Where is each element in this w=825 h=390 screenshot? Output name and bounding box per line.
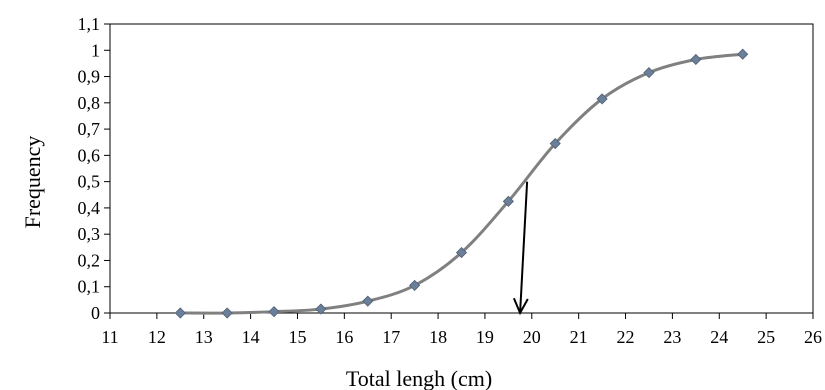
- y-tick-label: 0,3: [78, 224, 101, 244]
- data-point: [174, 307, 186, 319]
- x-tick-label: 21: [570, 327, 588, 347]
- x-tick-label: 15: [288, 327, 306, 347]
- x-tick-label: 24: [710, 327, 728, 347]
- data-point: [549, 137, 561, 150]
- plot-area: [109, 23, 814, 314]
- data-point: [690, 53, 702, 66]
- y-axis-title: Frequency: [20, 136, 45, 229]
- x-tick-label: 25: [757, 327, 775, 347]
- x-axis-title: Total lengh (cm): [346, 366, 492, 390]
- data-point: [502, 195, 514, 207]
- data-point: [455, 247, 468, 259]
- y-tick-label: 0,4: [78, 198, 101, 218]
- y-tick-label: 0,1: [78, 277, 101, 297]
- y-tick-label: 0,6: [78, 145, 101, 165]
- x-tick-label: 22: [617, 327, 635, 347]
- plot-border: [109, 23, 814, 314]
- arrow-shaft: [519, 181, 529, 314]
- data-point: [221, 307, 233, 319]
- x-tick-label: 16: [335, 327, 353, 347]
- y-axis: 0 0,1 0,2 0,3 0,4 0,5 0,6 0,7 0,8 0,9 1 1,1: [78, 14, 110, 323]
- y-tick-label: 0,9: [78, 67, 101, 87]
- x-tick-label: 20: [523, 327, 541, 347]
- data-point: [362, 295, 374, 307]
- x-tick-label: 13: [195, 327, 213, 347]
- y-tick-label: 0: [91, 303, 100, 323]
- x-tick-label: 26: [804, 327, 822, 347]
- x-tick-label: 14: [242, 327, 260, 347]
- data-point: [737, 48, 749, 60]
- y-tick-label: 0,8: [78, 93, 101, 113]
- x-axis: 11 12 13 14 15 16 17 18 19 20 21 22 23 24 25 26: [101, 313, 822, 347]
- x-tick-label: 12: [148, 327, 166, 347]
- y-tick-label: 0,7: [78, 119, 101, 139]
- data-point: [409, 279, 421, 291]
- data-point: [315, 303, 327, 315]
- series-line: [180, 52, 743, 315]
- y-tick-label: 1: [91, 40, 100, 60]
- annotation-layer: [512, 181, 529, 316]
- arrow-head: [512, 297, 529, 316]
- x-tick-label: 17: [382, 327, 400, 347]
- y-tick-label: 0,5: [78, 172, 101, 192]
- x-tick-label: 11: [101, 327, 118, 347]
- data-point: [643, 67, 655, 79]
- series-layer: [174, 48, 749, 319]
- y-tick-label: 1,1: [78, 14, 101, 34]
- data-point: [596, 93, 608, 105]
- x-tick-label: 18: [429, 327, 447, 347]
- data-point: [268, 306, 280, 318]
- x-tick-label: 23: [663, 327, 681, 347]
- y-tick-label: 0,2: [78, 250, 101, 270]
- x-tick-label: 19: [476, 327, 494, 347]
